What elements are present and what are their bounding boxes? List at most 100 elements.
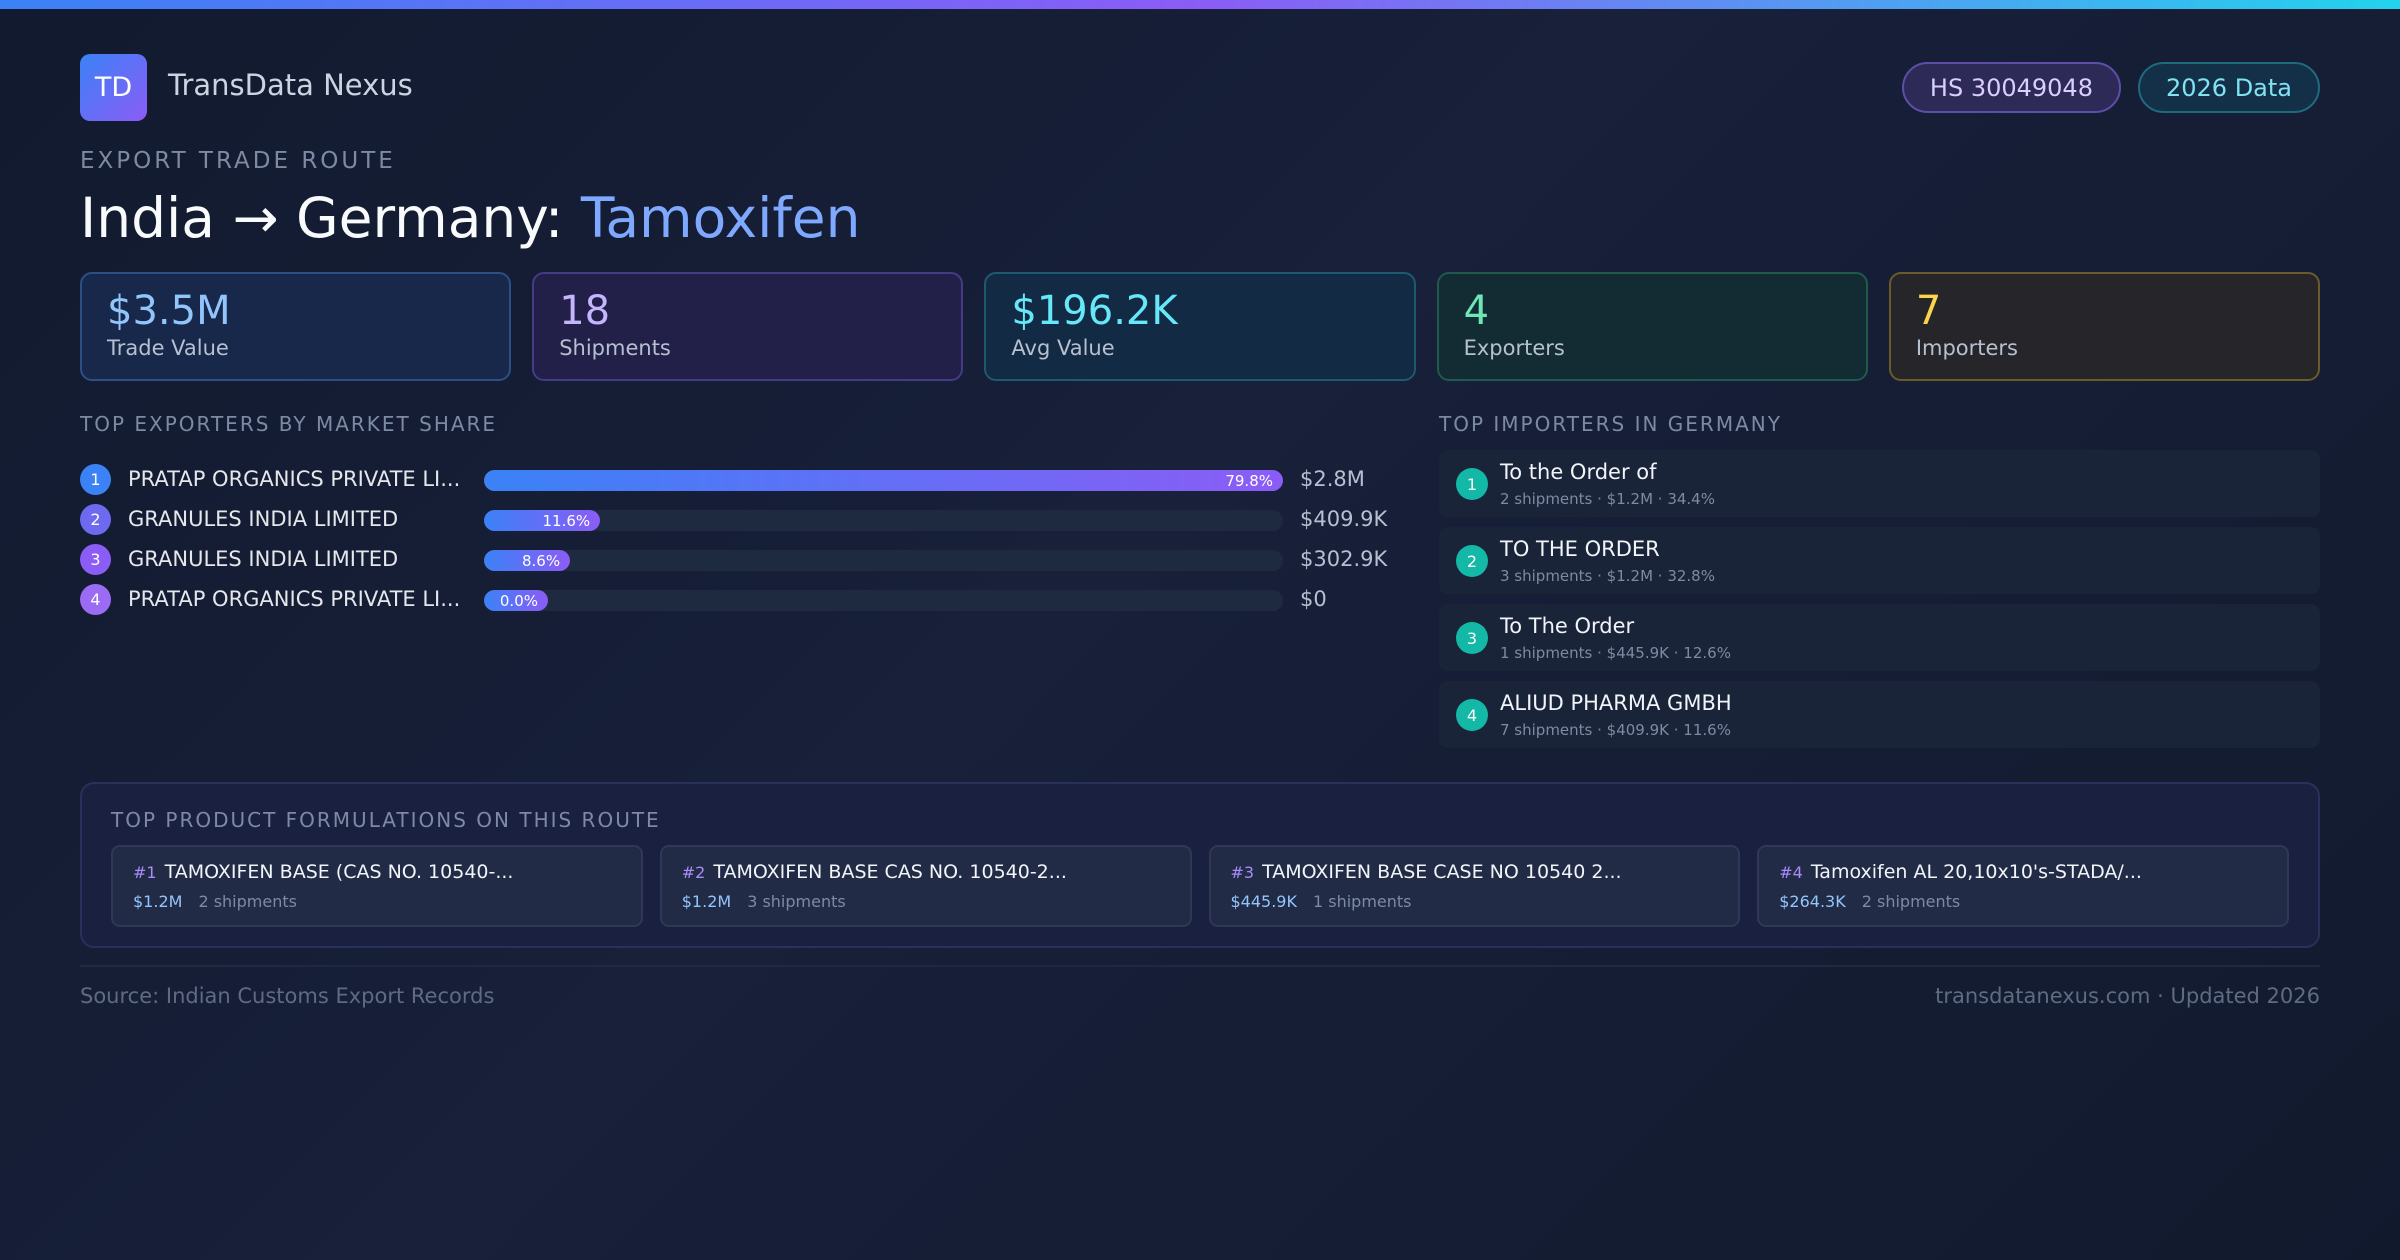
exporter-row: 2 GRANULES INDIA LIMITED 11.6% $409.9K	[80, 504, 1387, 536]
formulations: TOP PRODUCT FORMULATIONS ON THIS ROUTE #…	[80, 782, 2320, 948]
bar-track: 79.8%	[484, 470, 1283, 491]
share-bar: 8.6%	[484, 550, 571, 571]
stat-value: 7	[1915, 288, 1942, 334]
formulation-title: #3 TAMOXIFEN BASE CASE NO 10540 2...	[1231, 861, 1719, 883]
accent-bar	[0, 0, 2400, 9]
divider	[80, 965, 2320, 967]
formulation-shipments: 2 shipments	[1861, 892, 1961, 911]
rank: #4	[1779, 863, 1803, 882]
importer-name: TO THE ORDER	[1500, 537, 1660, 561]
formulation-title: #4 Tamoxifen AL 20,10x10's-STADA/...	[1779, 861, 2267, 883]
source: Source: Indian Customs Export Records	[80, 984, 495, 1008]
importer-card: 4 ALIUD PHARMA GMBH 7 shipments · $409.9K …	[1439, 681, 2320, 748]
stat-label: Avg Value	[1011, 336, 1115, 360]
rank: 2	[80, 504, 111, 535]
rank: 3	[1456, 622, 1488, 654]
route: India → Germany:	[80, 186, 564, 250]
exporter-name: PRATAP ORGANICS PRIVATE LI...	[128, 467, 461, 491]
share-bar: 79.8%	[484, 470, 1283, 491]
exporter-value: $2.8M	[1300, 467, 1365, 491]
rank: #2	[681, 863, 706, 882]
brand: TransData Nexus	[168, 68, 413, 102]
stat-label: Exporters	[1463, 336, 1565, 360]
bar-track: 11.6%	[484, 510, 1283, 531]
importer-detail: 7 shipments · $409.9K · 11.6%	[1500, 721, 1731, 739]
badge: 2026 Data	[2137, 62, 2320, 113]
exporter-name: GRANULES INDIA LIMITED	[128, 547, 399, 571]
rank: 2	[1456, 545, 1488, 577]
exporter-name: PRATAP ORGANICS PRIVATE LI...	[128, 587, 461, 611]
share-bar: 0.0%	[484, 590, 548, 611]
formulation-name: TAMOXIFEN BASE (CAS NO. 10540-...	[164, 861, 514, 883]
bar-track: 8.6%	[484, 550, 1283, 571]
rank: 4	[80, 584, 111, 615]
formulation-title: #1 TAMOXIFEN BASE (CAS NO. 10540-...	[133, 861, 621, 883]
share-label: 0.0%	[499, 592, 538, 610]
exporter-row: 4 PRATAP ORGANICS PRIVATE LI... 0.0% $0	[80, 584, 1380, 616]
stat-label: Trade Value	[107, 336, 229, 360]
formulation-value: $445.9K	[1230, 892, 1297, 911]
formulation-card: #1 TAMOXIFEN BASE (CAS NO. 10540-... $1.2M…	[111, 845, 643, 927]
formulation-card: #2 TAMOXIFEN BASE CAS NO. 10540-2... $1.2M…	[659, 845, 1192, 927]
badge: HS 30049048	[1901, 62, 2121, 113]
formulation-value: $1.2M	[133, 892, 183, 911]
stat-card: 7 Importers	[1888, 272, 2321, 381]
importer-card: 3 To The Order 1 shipments · $445.9K · 12.…	[1439, 604, 2320, 671]
rank: #1	[133, 863, 157, 882]
site: transdatanexus.com · Updated 2026	[1935, 984, 2320, 1008]
formulation-card: #3 TAMOXIFEN BASE CASE NO 10540 2... $445.…	[1208, 845, 1741, 927]
exporter-value: $0	[1300, 587, 1327, 611]
badges: HS 30049048 2026 Data	[1901, 62, 2320, 113]
rank: 3	[80, 544, 111, 575]
formulation-meta: $1.2M 3 shipments	[682, 892, 1170, 911]
importer-card: 2 TO THE ORDER 3 shipments · $1.2M · 32.8%	[1439, 527, 2320, 594]
title: India → Germany: Tamoxifen	[80, 186, 860, 250]
share-label: 79.8%	[1225, 472, 1273, 490]
exporter-value: $302.9K	[1300, 547, 1388, 571]
importer-detail: 3 shipments · $1.2M · 32.8%	[1500, 567, 1715, 585]
importer-name: To the Order of	[1500, 460, 1657, 484]
formulation-value: $1.2M	[681, 892, 732, 911]
formulation-value: $264.3K	[1779, 892, 1846, 911]
formulation-list: #1 TAMOXIFEN BASE (CAS NO. 10540-... $1.2M…	[111, 845, 2289, 927]
stat-card: 4 Exporters	[1436, 272, 1868, 381]
product: Tamoxifen	[580, 186, 861, 250]
stat-card: $3.5M Trade Value	[80, 272, 512, 381]
logo: TD	[80, 54, 147, 121]
section-title: TOP IMPORTERS IN GERMANY	[1439, 412, 1782, 436]
importer-detail: 2 shipments · $1.2M · 34.4%	[1500, 490, 1715, 508]
formulation-card: #4 Tamoxifen AL 20,10x10's-STADA/... $264.…	[1757, 845, 2289, 927]
rank: #3	[1230, 863, 1255, 882]
exporter-row: 1 PRATAP ORGANICS PRIVATE LI... 79.8% $2.8M	[80, 464, 1380, 496]
exporter-value: $409.9K	[1300, 507, 1388, 531]
share-label: 8.6%	[521, 552, 561, 570]
stats: $3.5M Trade Value 18 Shipments $196.2K Avg Va…	[80, 272, 2321, 381]
importer-detail: 1 shipments · $445.9K · 12.6%	[1500, 644, 1731, 662]
section-title: TOP PRODUCT FORMULATIONS ON THIS ROUTE	[111, 808, 661, 832]
formulation-name: Tamoxifen AL 20,10x10's-STADA/...	[1810, 861, 2142, 883]
share-label: 11.6%	[542, 512, 591, 530]
importer-name: To The Order	[1500, 614, 1635, 638]
stat-card: $196.2K Avg Value	[984, 272, 1416, 381]
stat-label: Importers	[1915, 336, 2019, 360]
rank: 1	[1456, 468, 1488, 500]
formulation-shipments: 1 shipments	[1312, 892, 1412, 911]
stat-card: 18 Shipments	[532, 272, 964, 381]
importer-name: ALIUD PHARMA GMBH	[1500, 691, 1732, 715]
stat-value: $3.5M	[107, 288, 231, 334]
bar-track: 0.0%	[484, 590, 1283, 611]
stat-label: Shipments	[559, 336, 671, 360]
formulation-meta: $445.9K 1 shipments	[1231, 892, 1719, 911]
formulation-shipments: 2 shipments	[198, 892, 297, 911]
formulation-name: TAMOXIFEN BASE CASE NO 10540 2...	[1262, 861, 1622, 883]
stat-value: 18	[559, 288, 611, 334]
formulation-meta: $264.3K 2 shipments	[1779, 892, 2267, 911]
stat-value: $196.2K	[1011, 288, 1178, 334]
rank: 4	[1456, 699, 1488, 731]
formulation-shipments: 3 shipments	[747, 892, 846, 911]
exporter-name: GRANULES INDIA LIMITED	[128, 507, 399, 531]
rank: 1	[80, 464, 111, 495]
exporter-row: 3 GRANULES INDIA LIMITED 8.6% $302.9K	[80, 544, 1387, 576]
section-title: TOP EXPORTERS BY MARKET SHARE	[80, 412, 498, 436]
